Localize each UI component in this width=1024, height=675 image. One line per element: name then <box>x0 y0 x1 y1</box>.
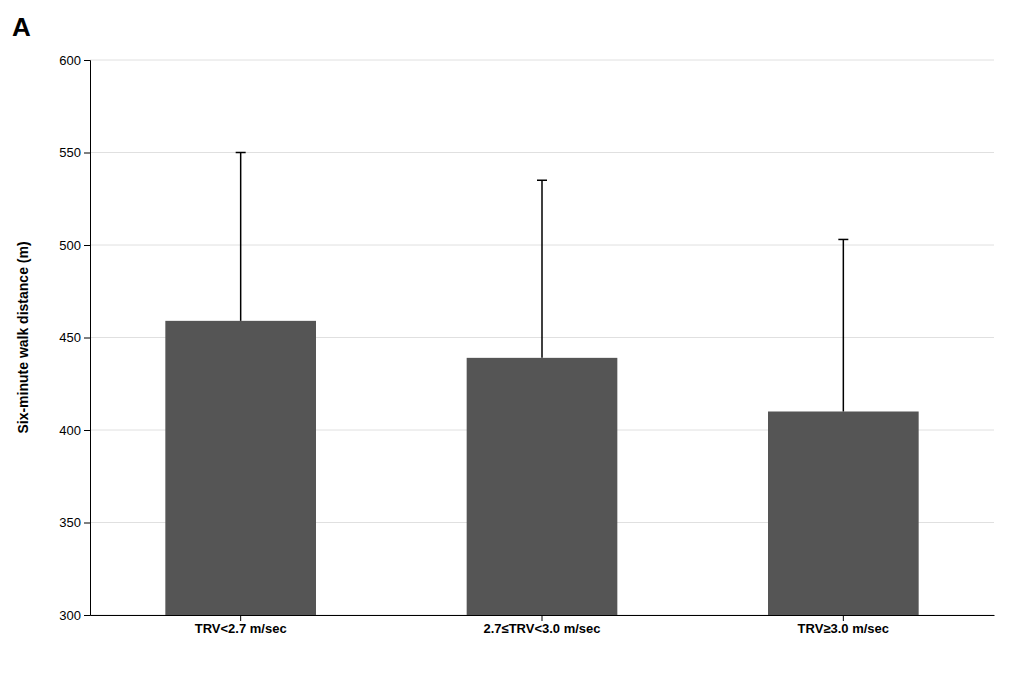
y-tick-label: 500 <box>59 238 81 253</box>
grid <box>90 60 994 615</box>
bar <box>467 358 618 615</box>
plot: 300 350 400 450 500 550 600 TRV<2.7 m/sec 2.7≤TR… <box>59 53 994 637</box>
error-bar-cap <box>838 239 848 241</box>
x-tick-mark <box>542 615 543 621</box>
y-tick-label: 600 <box>59 53 81 68</box>
y-tick-mark <box>84 615 90 616</box>
error-bar-stem <box>240 153 242 321</box>
x-tick-mark <box>240 615 241 621</box>
error-bar-stem <box>843 239 845 411</box>
y-tick-mark <box>84 153 90 154</box>
marks <box>165 153 918 616</box>
grid-line <box>90 60 994 61</box>
y-tick: 600 <box>59 53 90 68</box>
error-bar-cap <box>537 180 547 182</box>
grid-line <box>90 152 994 153</box>
x-tick-label: 2.7≤TRV<3.0 m/sec <box>483 621 600 636</box>
error-bar <box>537 180 547 358</box>
y-tick: 400 <box>59 423 90 438</box>
error-bar-cap <box>236 152 246 154</box>
y-tick-label: 400 <box>59 423 81 438</box>
x-tick: TRV≥3.0 m/sec <box>798 615 889 636</box>
x-tick-label: TRV≥3.0 m/sec <box>798 621 889 636</box>
y-tick-label: 350 <box>59 515 81 530</box>
y-tick-mark <box>84 245 90 246</box>
y-axis: 300 350 400 450 500 550 600 <box>59 53 90 623</box>
panel-label: A <box>12 12 31 42</box>
x-axis: TRV<2.7 m/sec 2.7≤TRV<3.0 m/sec TRV≥3.0 m/… <box>91 615 995 636</box>
y-tick-label: 450 <box>59 330 81 345</box>
y-tick: 350 <box>59 515 90 530</box>
error-bar <box>236 153 246 321</box>
y-tick-label: 300 <box>59 608 81 623</box>
error-bar <box>838 239 848 411</box>
y-tick-mark <box>84 60 90 61</box>
chart: 300 350 400 450 500 550 600 TRV<2.7 m/sec 2.7≤TR… <box>0 0 1024 675</box>
y-tick: 450 <box>59 330 90 345</box>
x-tick-mark <box>843 615 844 621</box>
y-tick: 550 <box>59 145 90 160</box>
y-tick: 300 <box>59 608 90 623</box>
error-bar-stem <box>541 180 543 358</box>
y-axis-title: Six-minute walk distance (m) <box>15 241 31 433</box>
bar <box>165 321 316 615</box>
y-axis-line <box>84 61 91 616</box>
x-tick-label: TRV<2.7 m/sec <box>195 621 287 636</box>
x-tick: 2.7≤TRV<3.0 m/sec <box>483 615 600 636</box>
y-tick: 500 <box>59 238 90 253</box>
x-tick: TRV<2.7 m/sec <box>195 615 287 636</box>
y-tick-mark <box>84 338 90 339</box>
bar <box>768 412 919 616</box>
y-tick-label: 550 <box>59 145 81 160</box>
y-tick-mark <box>84 430 90 431</box>
y-tick-mark <box>84 523 90 524</box>
